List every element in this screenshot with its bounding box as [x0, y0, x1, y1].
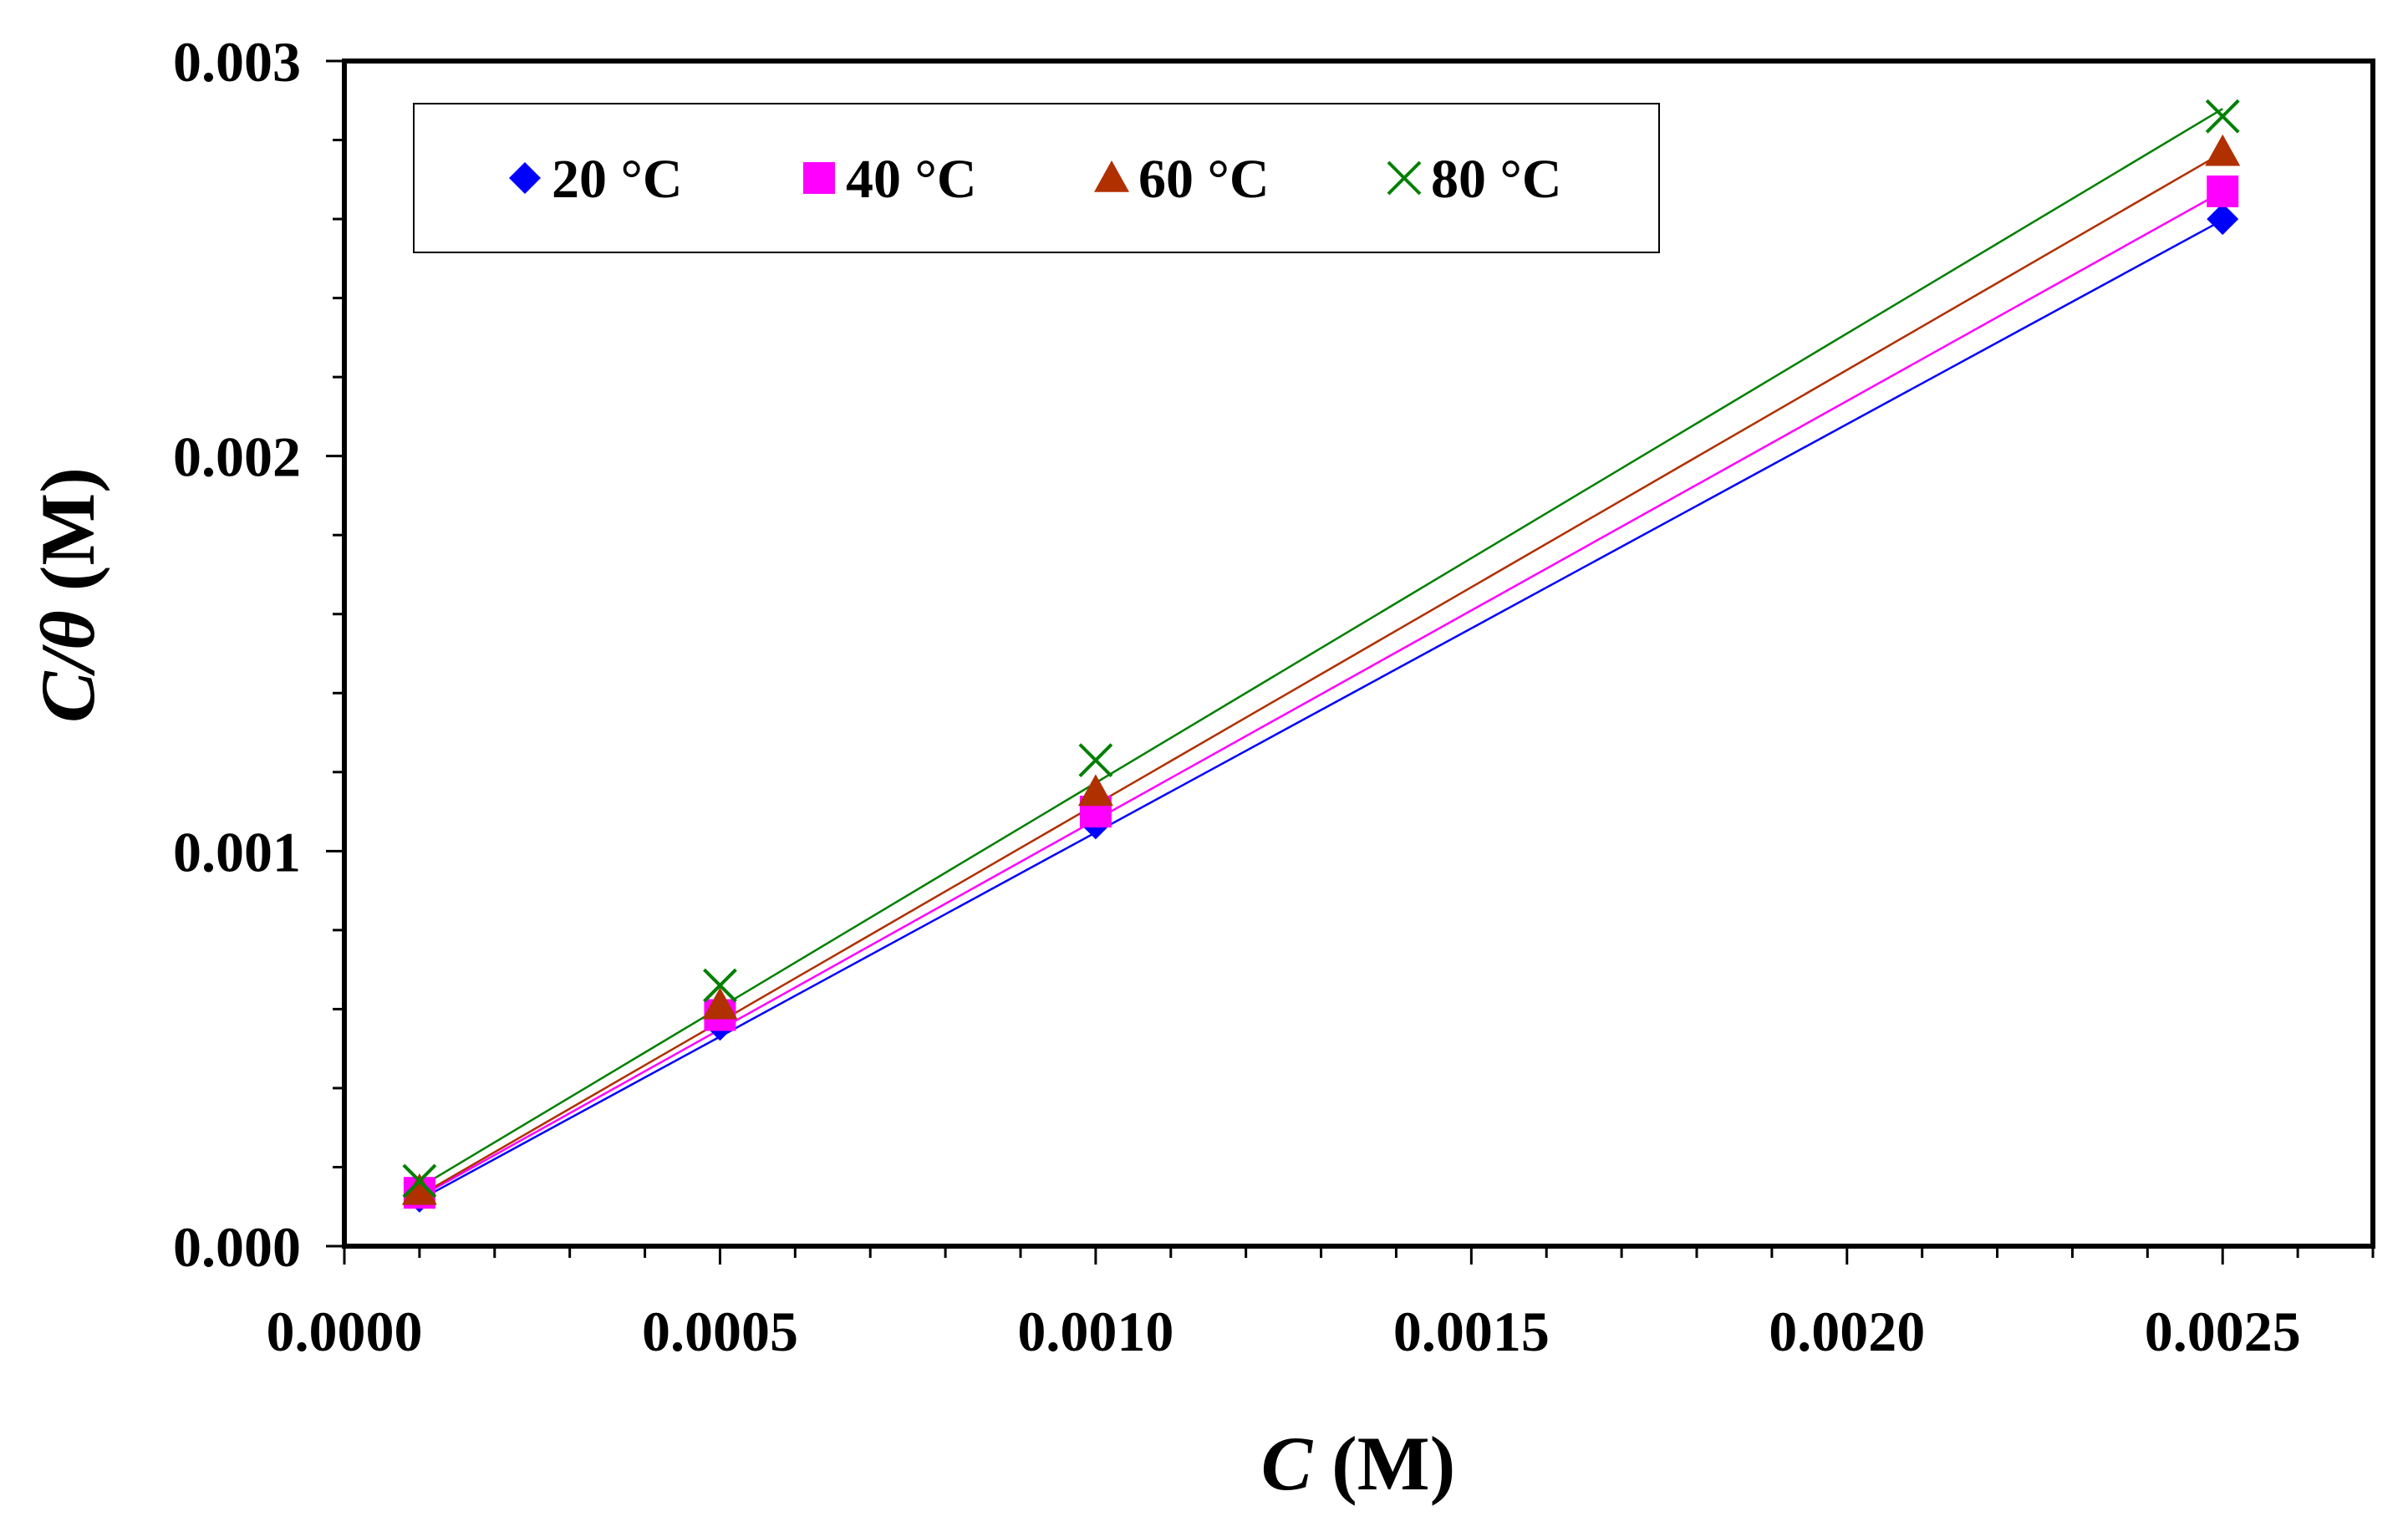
- data-point-stroke: [1078, 743, 1113, 778]
- data-point: [2207, 203, 2239, 236]
- data-point: [1077, 774, 1113, 807]
- legend: 20 °C 40 °C 60 °C 80 °C: [413, 103, 1660, 253]
- x-axis-title: C (M): [1261, 1421, 1455, 1506]
- x-tick-label: 0.0025: [2145, 1300, 2301, 1363]
- data-point: [2207, 175, 2239, 207]
- legend-marker: [509, 162, 541, 194]
- data-point: [2205, 99, 2240, 134]
- legend-marker: [803, 162, 835, 194]
- x-tick-label: 0.0005: [642, 1300, 798, 1363]
- x-tick-label: 0.0015: [1393, 1300, 1550, 1363]
- y-axis-title-unit: (M): [25, 467, 110, 610]
- x-tick-label: 0.0000: [267, 1300, 423, 1363]
- legend-marker: [1387, 160, 1422, 196]
- x-tick-label: 0.0010: [1017, 1300, 1173, 1363]
- data-point: [703, 968, 737, 1003]
- legend-marker-stroke: [1387, 160, 1422, 196]
- legend-marker: [1094, 160, 1129, 192]
- data-markers: [401, 99, 2241, 1213]
- data-point: [1078, 743, 1113, 778]
- legend-box: [413, 103, 1660, 253]
- data-point-stroke: [2205, 99, 2240, 134]
- data-point-stroke: [703, 968, 737, 1003]
- y-tick-label: 0.003: [173, 30, 301, 94]
- x-axis-ticks: 0.0000 0.0005 0.0010 0.0015 0.0020 0.0025: [267, 1246, 2375, 1363]
- legend-label: 60 °C: [1138, 149, 1270, 210]
- y-axis-title-var: C/θ: [25, 610, 110, 723]
- x-axis-title-unit: (M): [1312, 1421, 1455, 1506]
- y-tick-label: 0.000: [173, 1215, 301, 1279]
- y-tick-label: 0.002: [173, 425, 301, 489]
- legend-items: 20 °C 40 °C 60 °C 80 °C: [509, 149, 1562, 210]
- data-point: [401, 1173, 437, 1205]
- legend-label: 80 °C: [1431, 149, 1562, 210]
- y-axis-ticks: 0.000 0.001 0.002 0.003: [173, 30, 344, 1279]
- y-axis-title: C/θ (M): [25, 467, 110, 723]
- data-point: [702, 987, 738, 1020]
- data-point: [402, 1163, 437, 1199]
- legend-label: 20 °C: [552, 149, 683, 210]
- data-point-stroke: [402, 1163, 437, 1199]
- x-axis-title-var: C: [1261, 1421, 1314, 1506]
- data-point: [2205, 134, 2241, 166]
- y-tick-label: 0.001: [173, 820, 301, 883]
- x-tick-label: 0.0020: [1769, 1300, 1925, 1363]
- legend-label: 40 °C: [846, 149, 977, 210]
